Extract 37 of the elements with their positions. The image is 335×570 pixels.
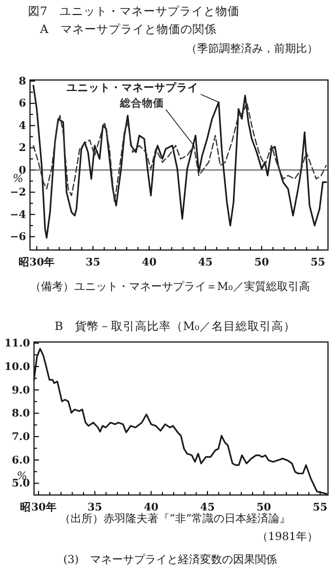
y-tick-label: 6.0 [12, 454, 30, 466]
y-tick-label: −2 [10, 186, 26, 199]
text: （備考）ユニット・マネーサプライ＝M₀／実質総取引高 [30, 280, 310, 293]
y-axis-title: % [12, 172, 24, 185]
y-tick-label: 9.0 [12, 384, 30, 396]
x-tick-label: 45 [200, 501, 215, 514]
y-tick-label: 7.0 [12, 430, 30, 443]
y-tick-label: 4 [18, 120, 26, 132]
y-tick-label: 11.0 [4, 338, 30, 350]
text: （出所）赤羽隆夫著『“非”常識の日本経済論』 [59, 512, 291, 525]
x-tick-label: 50 [256, 501, 272, 514]
x-tick-label: 55 [310, 256, 326, 268]
x-tick-label: 40 [144, 501, 158, 514]
x-tick-label: 50 [254, 256, 269, 268]
y-tick-label: 8 [18, 75, 26, 88]
y-tick-label: −4 [10, 208, 26, 221]
y-tick-label: 8.0 [12, 408, 30, 420]
text: （季節調整済み，前期比） [186, 42, 318, 55]
series-label: 総合物価 [118, 96, 164, 110]
chart-title: 図7 ユニット・マネーサプライと物価 [28, 4, 240, 18]
x-tick-label: 40 [142, 256, 157, 268]
y-tick-label: 5.0 [12, 478, 30, 490]
y-tick-label: 10.0 [4, 360, 30, 373]
y-tick-label: −6 [10, 231, 26, 244]
text: （1981年） [257, 530, 318, 543]
x-tick-label: 55 [312, 501, 328, 514]
x-tick-label: 35 [86, 256, 100, 268]
text: ユニット・マネーサプライ [66, 81, 199, 94]
x-tick-label: 45 [198, 256, 213, 268]
x-tick-label: 35 [88, 501, 102, 514]
y-tick-label: 6 [18, 98, 26, 110]
x-tick-label: 昭30年 [20, 500, 57, 514]
chart-title: B 貨幣－取引高比率（M₀／名目総取引高） [54, 319, 296, 333]
y-tick-label: 2 [18, 142, 26, 154]
chart-subtitle: A マネーサプライと物価の関係 [39, 22, 216, 36]
x-tick-label: 昭30年 [18, 255, 56, 268]
text: (3) マネーサプライと経済変数の因果関係 [63, 553, 277, 566]
